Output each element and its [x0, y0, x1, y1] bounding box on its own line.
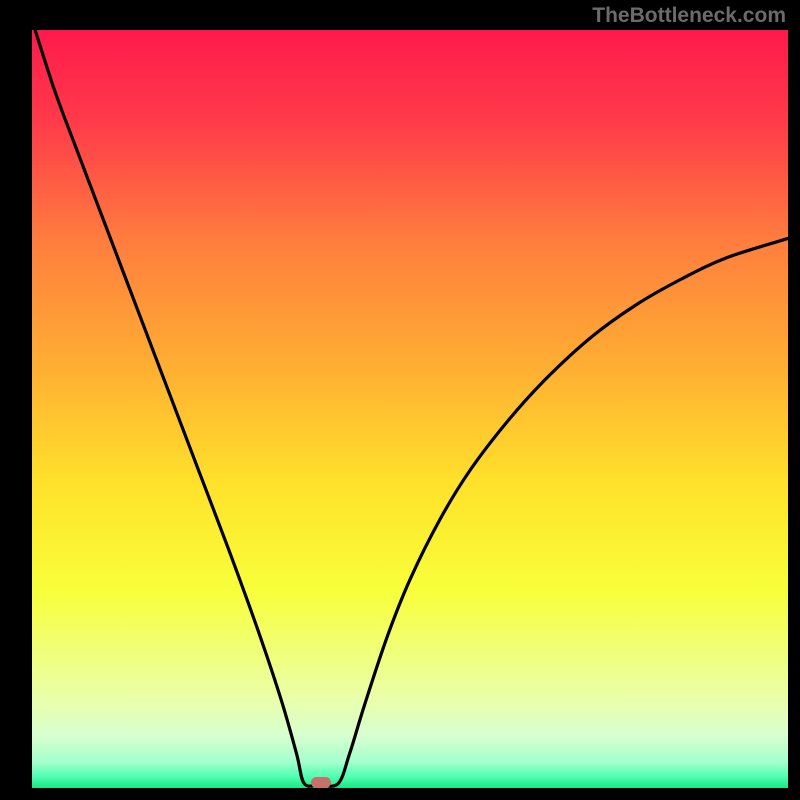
chart-frame: TheBottleneck.com: [0, 0, 800, 800]
bottleneck-curve: [32, 30, 788, 788]
watermark-text: TheBottleneck.com: [592, 4, 786, 28]
curve-path: [32, 30, 788, 786]
plot-area: [32, 30, 788, 788]
optimum-marker: [311, 777, 331, 788]
